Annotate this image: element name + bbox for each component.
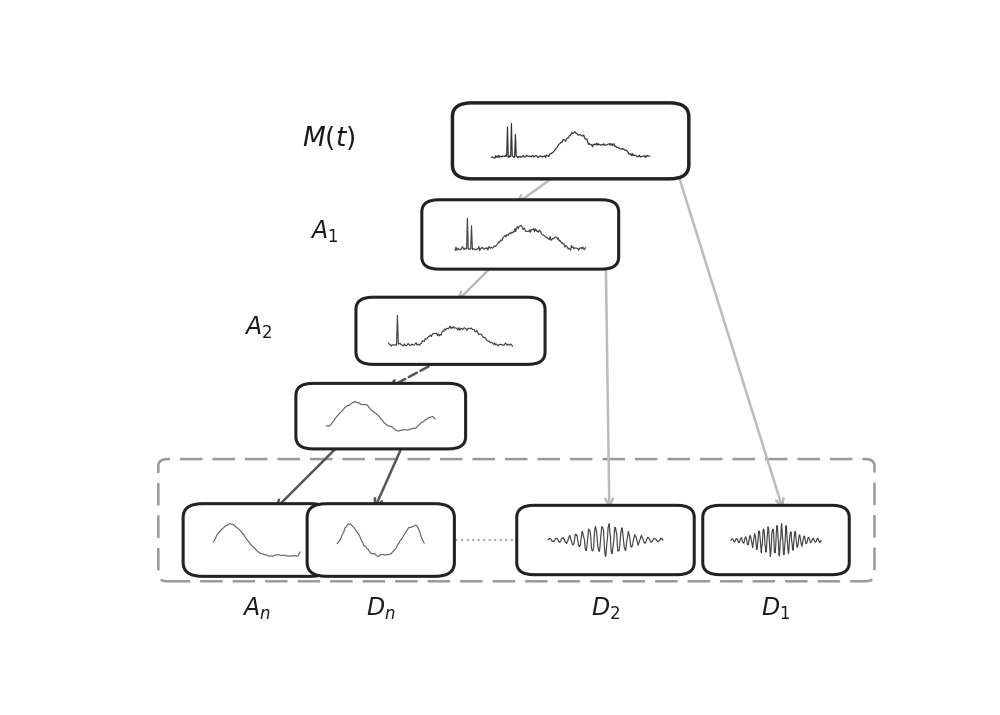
Text: $M(t)$: $M(t)$ [302, 124, 356, 152]
FancyBboxPatch shape [296, 383, 466, 449]
FancyBboxPatch shape [452, 103, 689, 179]
FancyBboxPatch shape [183, 503, 330, 576]
FancyBboxPatch shape [703, 506, 849, 575]
Text: $A_1$: $A_1$ [310, 219, 338, 245]
Text: $A_2$: $A_2$ [244, 315, 272, 341]
Text: $D_2$: $D_2$ [591, 596, 620, 622]
FancyBboxPatch shape [307, 503, 454, 576]
Text: $D_n$: $D_n$ [366, 596, 396, 622]
Text: $A_n$: $A_n$ [242, 596, 271, 622]
Text: $D_1$: $D_1$ [761, 596, 791, 622]
FancyBboxPatch shape [422, 199, 619, 269]
FancyBboxPatch shape [356, 297, 545, 365]
FancyBboxPatch shape [517, 506, 694, 575]
